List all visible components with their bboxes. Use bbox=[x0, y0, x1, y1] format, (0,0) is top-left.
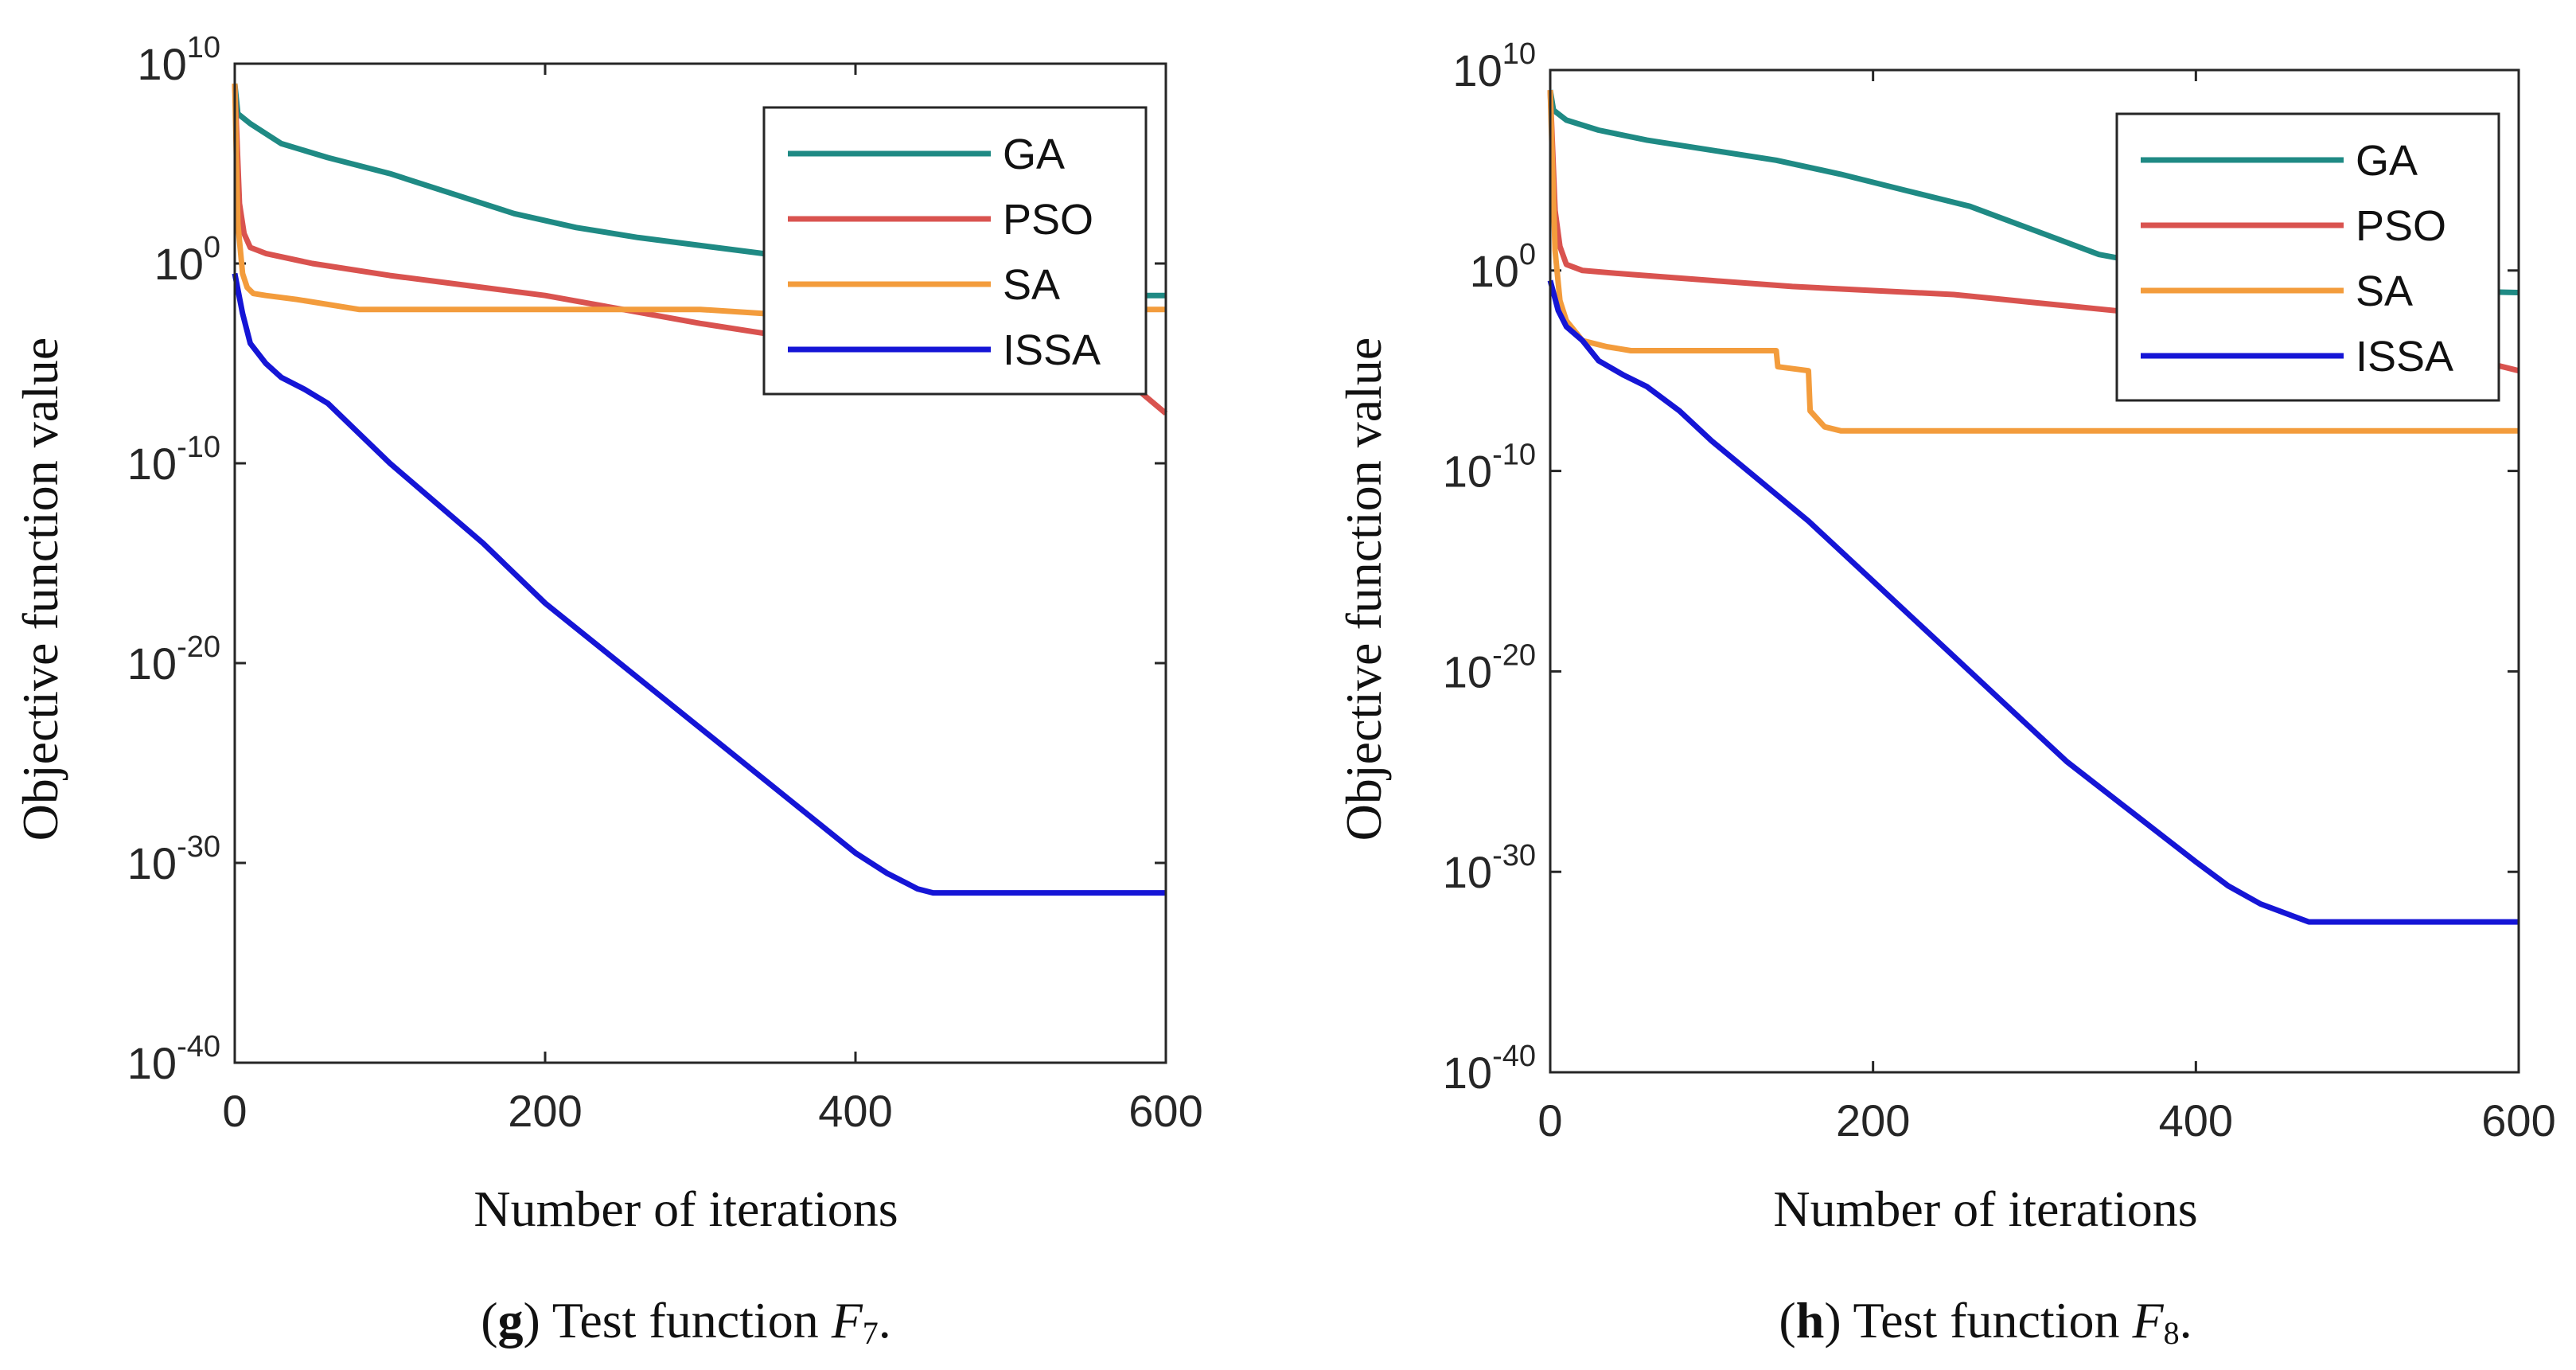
x-tick-labels: 0 200 400 600 bbox=[222, 64, 1203, 1136]
x-tick-label: 400 bbox=[818, 1086, 892, 1136]
legend-label-pso: PSO bbox=[1003, 196, 1093, 244]
legend-label-issa: ISSA bbox=[2356, 333, 2453, 381]
y-tick-label: 10-40 bbox=[1443, 1040, 1536, 1098]
y-axis-label: Objective function value bbox=[1335, 338, 1392, 841]
x-tick-label: 600 bbox=[2481, 1095, 2555, 1146]
y-tick-labels: 1010 100 10-10 10-20 10-30 10-40 bbox=[127, 31, 1166, 1088]
figure-caption-g: (g) Test function F7. bbox=[481, 1292, 891, 1351]
plot-frame bbox=[233, 62, 1167, 1064]
y-tick-label: 1010 bbox=[1452, 37, 1536, 96]
legend-label-sa: SA bbox=[2356, 267, 2413, 315]
x-tick-label: 0 bbox=[1537, 1095, 1562, 1146]
series-line-issa bbox=[232, 272, 1166, 896]
x-tick-labels: 0 200 400 600 bbox=[1537, 70, 2556, 1146]
y-tick-label: 10-40 bbox=[127, 1030, 220, 1088]
legend-label-pso: PSO bbox=[2356, 202, 2446, 250]
x-tick-label: 200 bbox=[508, 1086, 582, 1136]
y-tick-label: 10-30 bbox=[1443, 839, 1536, 897]
x-tick-label: 400 bbox=[2159, 1095, 2233, 1146]
y-tick-label: 10-30 bbox=[127, 830, 220, 888]
chart-panel-g: Objective function value Number of itera… bbox=[12, 31, 1203, 1351]
legend-label-ga: GA bbox=[2356, 137, 2418, 185]
series-line-issa bbox=[1547, 279, 2519, 925]
y-tick-label: 100 bbox=[154, 231, 220, 289]
y-tick-label: 10-10 bbox=[1443, 439, 1536, 497]
chart-panel-h: Objective function value Number of itera… bbox=[1335, 37, 2556, 1351]
y-tick-label: 10-10 bbox=[127, 431, 220, 489]
y-tick-label: 10-20 bbox=[127, 630, 220, 689]
x-tick-label: 200 bbox=[1836, 1095, 1910, 1146]
x-tick-label: 0 bbox=[222, 1086, 247, 1136]
legend-label-issa: ISSA bbox=[1003, 326, 1101, 374]
y-tick-label: 100 bbox=[1470, 238, 1536, 296]
y-tick-label: 1010 bbox=[137, 31, 220, 89]
legend: GA PSO SA ISSA bbox=[2115, 112, 2500, 402]
x-axis-label: Number of iterations bbox=[1773, 1181, 2197, 1237]
series-line-sa bbox=[1547, 90, 2519, 434]
x-axis-label: Number of iterations bbox=[474, 1181, 898, 1237]
y-tick-label: 10-20 bbox=[1443, 638, 1536, 697]
figure-caption-h: (h) Test function F8. bbox=[1779, 1292, 2192, 1351]
x-tick-label: 600 bbox=[1128, 1086, 1202, 1136]
legend: GA PSO SA ISSA bbox=[762, 106, 1148, 396]
legend-label-sa: SA bbox=[1003, 261, 1060, 309]
legend-label-ga: GA bbox=[1003, 131, 1065, 178]
y-axis-label: Objective function value bbox=[12, 338, 68, 841]
plot-frame bbox=[1549, 68, 2520, 1074]
